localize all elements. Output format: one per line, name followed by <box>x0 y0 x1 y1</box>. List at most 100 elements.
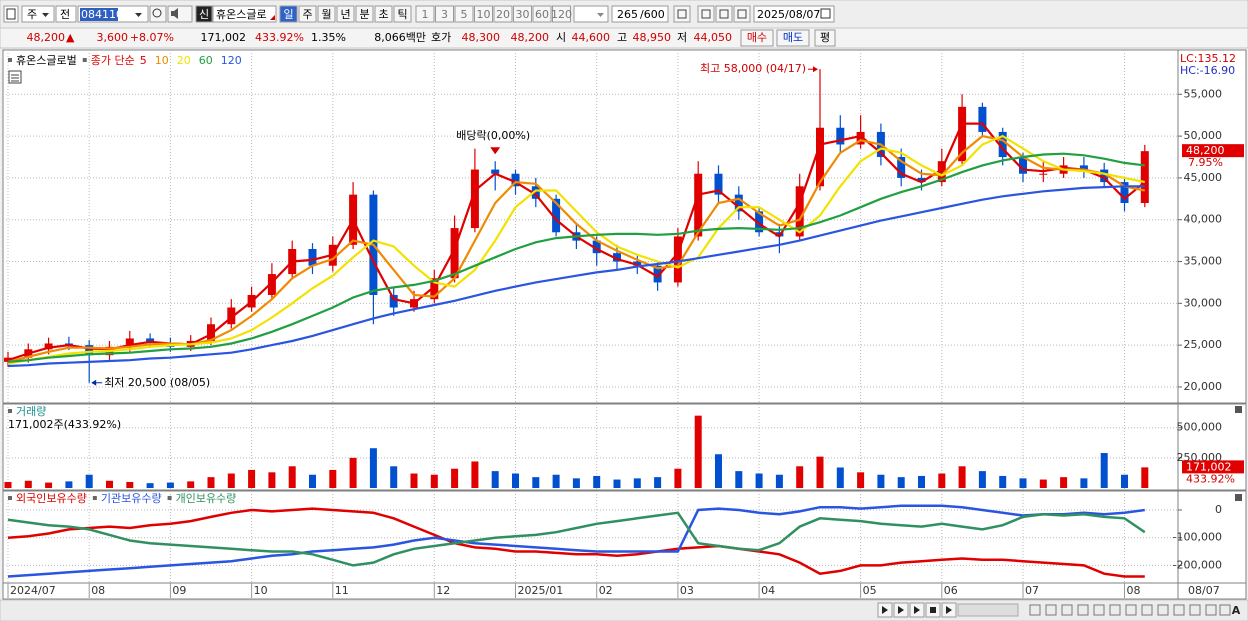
button[interactable] <box>55 5 77 23</box>
x-tick-label: 08 <box>1127 584 1141 597</box>
candle-body <box>389 294 398 308</box>
button[interactable] <box>167 5 193 23</box>
volume-bar <box>1060 477 1068 488</box>
button[interactable] <box>474 5 493 23</box>
interval-button: 5 <box>461 8 468 21</box>
y-tick-label: 40,000 <box>1184 213 1223 226</box>
volume-bar <box>755 473 763 488</box>
code-highlight <box>80 8 118 21</box>
candle-body <box>978 106 987 132</box>
button[interactable] <box>279 5 298 23</box>
y-tick-label: 500,000 <box>1177 421 1223 434</box>
button[interactable] <box>814 29 836 47</box>
candle-body <box>267 274 276 295</box>
button[interactable] <box>195 5 213 23</box>
corner-mark <box>270 15 275 20</box>
button[interactable] <box>21 5 55 23</box>
legend-icon <box>167 496 172 500</box>
legend-entry: 외국인보유수량 <box>16 492 87 505</box>
volume-bar <box>207 477 215 488</box>
tool-icon[interactable] <box>1189 604 1201 616</box>
tool-icon[interactable] <box>1109 604 1121 616</box>
button[interactable] <box>493 5 513 23</box>
volume-bar <box>491 471 499 488</box>
candle-body <box>1019 157 1027 174</box>
button[interactable] <box>355 5 374 23</box>
button[interactable] <box>733 5 751 23</box>
volume-bar <box>512 473 519 488</box>
tool-icon[interactable] <box>1219 604 1231 616</box>
button[interactable] <box>513 5 532 23</box>
button[interactable] <box>149 5 167 23</box>
close-icon <box>1235 406 1242 413</box>
quote-field: 44,050 <box>694 31 733 44</box>
tool-icon[interactable] <box>1029 604 1041 616</box>
y-tick-label: 50,000 <box>1184 129 1223 142</box>
button[interactable] <box>673 5 691 23</box>
change-label: 7.95% <box>1188 156 1223 169</box>
tool-icon[interactable] <box>1205 604 1217 616</box>
legend-icon <box>82 58 87 62</box>
candle-body <box>613 253 621 262</box>
button[interactable] <box>740 29 774 47</box>
button[interactable] <box>415 5 435 23</box>
tool-icon[interactable] <box>1061 604 1073 616</box>
button[interactable] <box>552 5 571 23</box>
volume-bar <box>1121 474 1128 488</box>
font-button[interactable]: A <box>1232 604 1241 617</box>
button[interactable] <box>317 5 336 23</box>
button[interactable] <box>298 5 317 23</box>
button[interactable] <box>336 5 355 23</box>
button[interactable] <box>435 5 454 23</box>
quote-field: 48,200 <box>27 31 66 44</box>
volume-bar <box>146 483 154 488</box>
volume-bar <box>715 454 722 488</box>
button[interactable] <box>611 5 669 23</box>
candle-body <box>470 169 479 229</box>
x-tick-label: 03 <box>680 584 694 597</box>
period-button: 월 <box>321 8 331 21</box>
tool-icon[interactable] <box>1077 604 1089 616</box>
candle-body <box>552 198 561 233</box>
volume-bar <box>654 477 662 488</box>
y-tick-label: 55,000 <box>1184 87 1223 100</box>
legend-entry: 60 <box>199 54 213 67</box>
button[interactable] <box>573 5 609 23</box>
volume-bar <box>65 481 73 488</box>
tool-icon[interactable] <box>1125 604 1137 616</box>
candle-body <box>430 278 439 300</box>
volume-bar <box>532 477 540 488</box>
quote-field: +8.07% <box>130 31 174 44</box>
holding-line <box>7 507 1145 578</box>
button[interactable] <box>393 5 412 23</box>
button[interactable] <box>532 5 552 23</box>
tool-icon[interactable] <box>1157 604 1169 616</box>
tool-icon[interactable] <box>1045 604 1057 616</box>
button[interactable] <box>454 5 474 23</box>
volume-bar <box>1039 479 1047 488</box>
volume-bar <box>674 468 682 488</box>
button[interactable] <box>697 5 715 23</box>
button[interactable] <box>753 5 835 23</box>
candle-body <box>917 177 926 183</box>
candle-body <box>450 228 459 279</box>
candle-body <box>836 127 845 145</box>
x-tick-label: 12 <box>436 584 450 597</box>
tool-icon[interactable] <box>1173 604 1185 616</box>
volume-bar <box>613 479 621 488</box>
button[interactable] <box>776 29 810 47</box>
button[interactable] <box>374 5 393 23</box>
volume-bar <box>451 468 459 488</box>
candle-body <box>958 106 967 162</box>
volume-bar <box>166 482 174 488</box>
candle-body <box>653 265 662 283</box>
button[interactable] <box>715 5 733 23</box>
candle-body <box>734 194 743 212</box>
chart-title: 거래량 <box>16 405 46 418</box>
tool-icon[interactable] <box>1093 604 1105 616</box>
tool-icon[interactable] <box>1141 604 1153 616</box>
button[interactable] <box>3 5 19 23</box>
scroll-icon <box>882 606 888 614</box>
volume-bar <box>410 473 418 488</box>
tool-icon <box>737 9 747 19</box>
